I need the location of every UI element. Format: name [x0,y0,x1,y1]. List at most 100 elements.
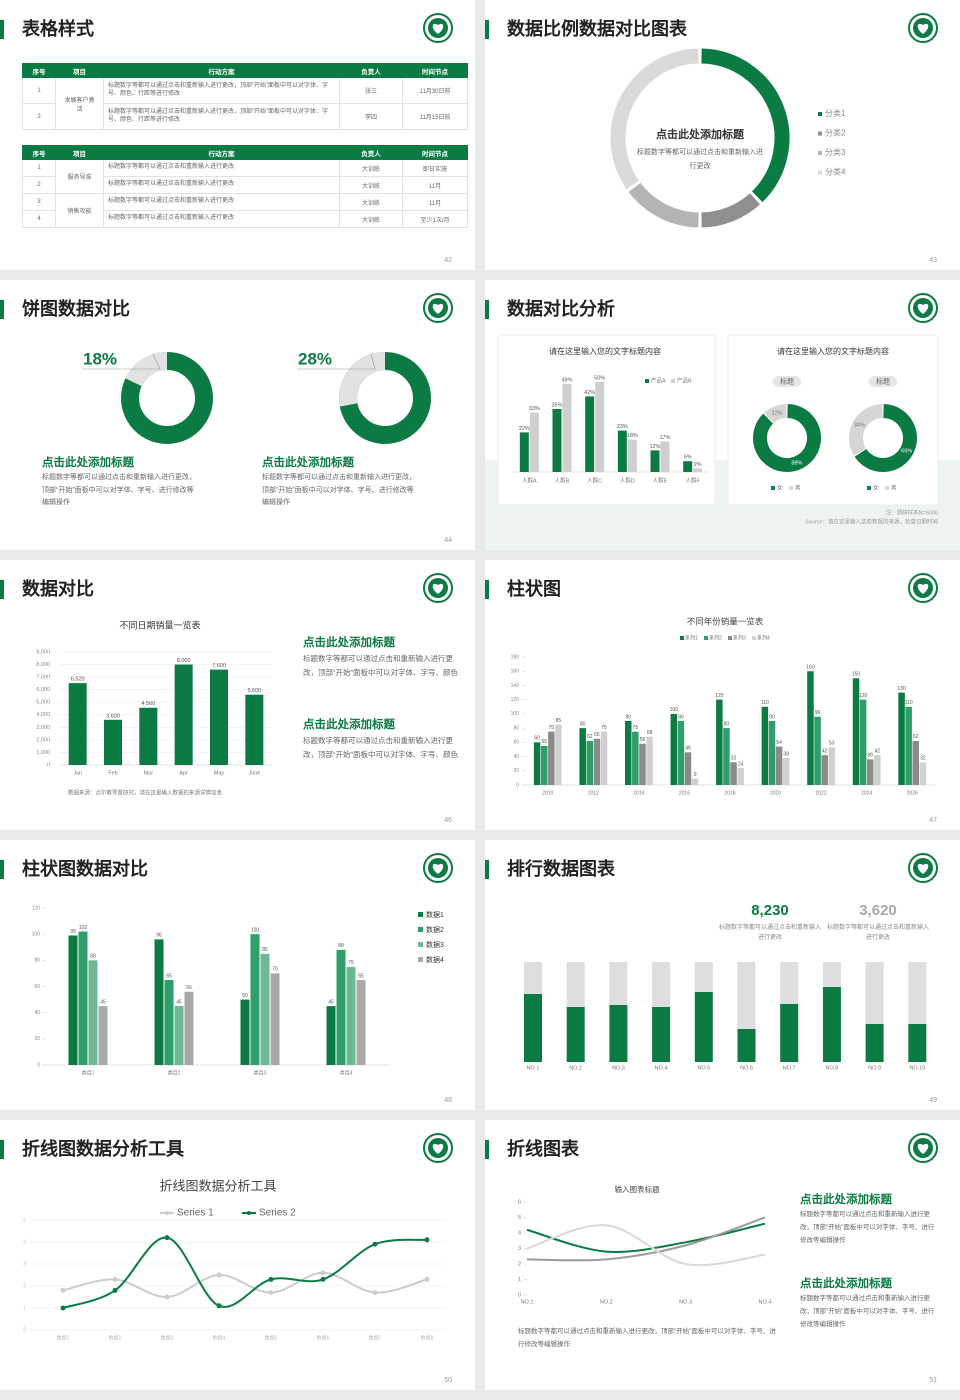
chart-title: 输入图表标题 [615,1184,660,1194]
value-label: 68 [647,730,653,736]
cell: 3 [22,193,56,211]
legend-swatch [818,151,822,155]
header-cell: 行动方案 [103,145,340,160]
bar [540,745,548,785]
bar [919,762,927,785]
legend-label: 系列3 [733,634,746,641]
value-label: 35% [551,402,562,408]
x-tick-label: 2022 [816,790,827,796]
bar-segment [652,962,671,1007]
slide-canvas: 排行数据图表 49 8,230 3,620 NO.1 NO.2 NO.3 NO.4 NO.5 NO… [485,853,938,1104]
y-tick-label: 120 [511,697,520,703]
cell: 1 [22,159,56,177]
bar [78,931,88,1065]
line-point [320,1270,326,1276]
cell: 11月 [402,193,468,211]
y-tick-label: 0 [518,1292,521,1298]
leader-line [82,353,161,370]
bar [174,1006,184,1065]
bar [164,979,174,1065]
table-row: 1 发展客户激活 标题数字等都可以通过点击和重新输入进行更改，顶部“开始”面板中可以… [22,77,468,130]
line-point [216,1272,222,1278]
y-tick-label: 0 [516,782,519,788]
legend-label: 数据4 [426,955,444,964]
title-bar [0,860,4,879]
value-label: 12% [649,444,660,450]
x-tick-label: NO.3 [612,1065,625,1071]
title-bar [485,580,489,599]
donut-label: 标题 [780,376,794,385]
legend-label: 数据2 [426,925,444,934]
value-label: 32 [920,756,926,762]
value-label: 56 [186,985,192,991]
value-label: 85 [556,718,562,724]
y-tick-label: 100 [32,931,41,937]
bar [519,432,529,472]
slide-title: 数据对比分析 [507,298,615,319]
line-point [112,1276,118,1282]
y-tick-label: 3 [23,1261,26,1267]
bar-segment [566,962,585,1007]
x-tick-label: 类目4 [340,1069,353,1076]
bar [579,728,586,785]
cell: 2 [22,103,56,130]
block-heading: 点击此处添加标题 [262,457,354,469]
value-label: 100 [251,927,260,933]
x-tick-label: 2024 [861,790,872,796]
legend-swatch [818,170,822,175]
value-label: 75 [549,725,555,731]
bar [677,721,685,785]
bar-segment [822,962,841,987]
title-bar [0,1140,4,1159]
page-number: 42 [444,257,452,264]
data-table: 序号 项目 行动方案 负责人 时间节点 1 发展客户激活 标题数字等都可以通过点击和重新输入进… [22,63,468,130]
y-tick-label: 140 [511,683,520,689]
x-tick-label: NO.7 [783,1065,796,1071]
slide: 数据比例数据对比图表 43 分类1 分类2 分类3 分类4 点击此处添加标题 标题数字等都可以… [485,0,960,270]
value-label: 120 [859,693,868,699]
slide: 折线图数据分析工具 50 折线图数据分析工具 Series 1 Series 2 0 1 2 3… [0,1120,475,1390]
y-tick-label: 5,000 [36,700,50,706]
logo-heart [917,583,929,594]
bar-segment [694,992,713,1062]
bar [595,382,605,472]
bar [245,694,264,765]
value-label: 4,560 [141,701,155,707]
value-label: 62 [587,734,593,740]
slide-title: 数据对比 [22,578,94,599]
bar [98,1006,108,1065]
bar [693,468,703,472]
slide-canvas: 饼图数据对比 44 18% 28% [0,293,453,544]
x-tick-label: 人群B [555,476,570,484]
legend-swatch [818,131,822,136]
bar-segment [737,1029,756,1062]
bar [555,724,562,785]
legend-swatch [771,486,775,490]
x-tick-label: 数据7 [369,1334,382,1341]
y-tick-label: 60 [513,740,519,746]
bar-segment [908,962,927,1024]
line-series [526,1222,766,1253]
value-label: 28% [298,349,332,368]
donut-segment [125,352,168,387]
logo-heart [432,23,444,34]
bar [821,755,828,785]
line-point [424,1237,430,1243]
bar-segment [524,962,542,994]
slide: 折线图表 51 输入图表标题 0 1 2 3 4 5 6 NO.1 NO.2 NO.3 NO.4 点击此处添… [485,1120,960,1390]
legend-label: 系列4 [757,634,770,641]
x-tick-label: 人群D [620,476,635,484]
value-label: 8,000 [177,658,191,664]
y-tick-label: 8,000 [36,662,50,668]
value-label: 45 [100,999,106,1005]
line-point [60,1305,66,1311]
value-label: 88% [791,461,802,467]
bar [737,767,744,785]
line-point [372,1290,378,1296]
x-tick-label: NO.3 [679,1299,692,1305]
label-box [773,376,801,387]
value-label: 45 [328,999,334,1005]
bar [632,731,639,785]
